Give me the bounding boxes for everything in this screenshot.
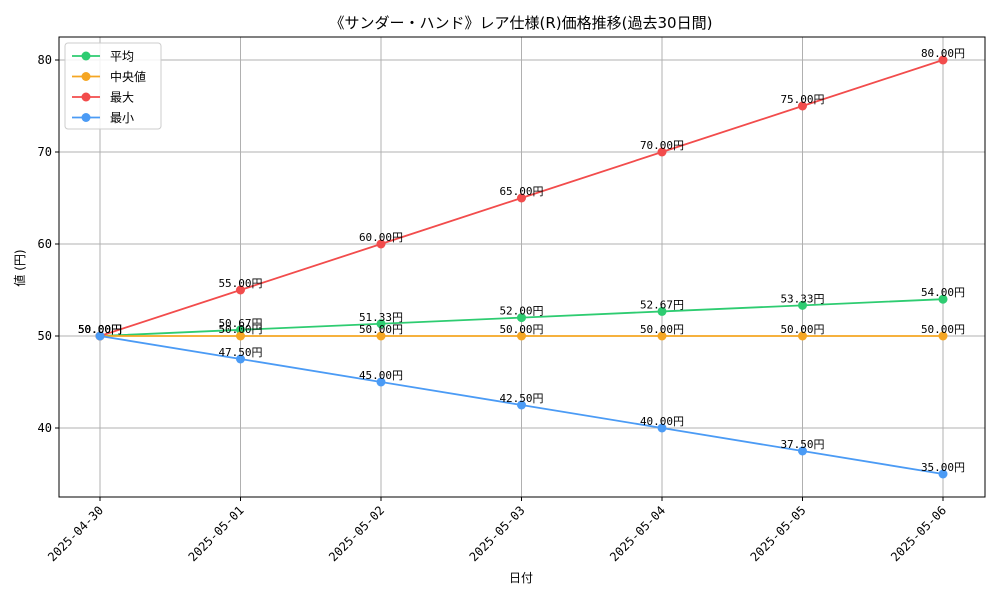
x-tick-label: 2025-04-30	[45, 503, 106, 564]
data-point	[657, 147, 667, 157]
data-label: 50.00円	[78, 323, 122, 336]
legend-marker	[81, 51, 91, 61]
data-point	[938, 55, 948, 65]
data-label: 75.00円	[780, 93, 824, 106]
data-label: 42.50円	[499, 392, 543, 405]
data-label: 65.00円	[499, 185, 543, 198]
x-tick-label: 2025-05-05	[748, 503, 809, 564]
data-point	[798, 101, 807, 111]
data-label: 40.00円	[640, 415, 684, 428]
data-label: 50.67円	[218, 317, 262, 330]
data-point	[517, 400, 526, 410]
data-point	[938, 294, 948, 304]
legend-label: 平均	[110, 50, 134, 64]
x-axis-label: 日付	[509, 571, 533, 585]
data-point	[376, 239, 386, 249]
legend-label: 中央値	[110, 69, 146, 84]
data-labels: 50.00円 50.67円 51.33円 52.00円 52.67円 53.33円 54.0…	[78, 47, 965, 474]
data-label: 47.50円	[218, 346, 262, 359]
data-label: 35.00円	[921, 461, 965, 474]
x-tick-label: 2025-05-03	[467, 503, 528, 564]
data-point	[236, 285, 245, 295]
data-label: 50.00円	[78, 323, 122, 336]
series-lines	[95, 55, 948, 479]
x-axis-ticks: 2025-04-30 2025-05-01 2025-05-02 2025-05-03…	[45, 497, 949, 564]
data-label: 50.00円	[640, 323, 684, 336]
data-point	[236, 331, 245, 341]
data-label: 50.00円	[218, 323, 262, 336]
grid	[59, 37, 985, 497]
chart-title: 《サンダー・ハンド》レア仕様(R)価格推移(過去30日間)	[330, 14, 713, 32]
y-axis-label: 値 (円)	[12, 249, 27, 286]
data-point	[938, 469, 948, 479]
x-tick-label: 2025-05-04	[607, 503, 668, 564]
legend-box	[64, 42, 162, 130]
data-label: 37.50円	[780, 438, 824, 451]
data-label: 60.00円	[359, 231, 403, 244]
plot-frame	[58, 36, 986, 498]
data-point	[236, 325, 245, 335]
legend-label: 最大	[110, 91, 134, 105]
data-label: 80.00円	[921, 47, 965, 60]
data-label: 52.67円	[640, 298, 684, 311]
data-label: 53.33円	[780, 292, 824, 305]
x-tick-label: 2025-05-02	[326, 503, 387, 564]
data-label: 54.00円	[921, 286, 965, 299]
data-point	[236, 354, 245, 364]
data-label: 50.00円	[780, 323, 824, 336]
data-point	[657, 331, 667, 341]
data-label: 50.00円	[359, 323, 403, 336]
data-point	[798, 446, 807, 456]
data-point	[517, 313, 526, 323]
data-label: 51.33円	[359, 311, 403, 324]
data-point	[376, 331, 386, 341]
y-tick-label: 40	[38, 421, 52, 435]
data-label: 52.00円	[499, 305, 543, 318]
y-tick-label: 60	[38, 237, 52, 251]
data-point	[657, 423, 667, 433]
y-tick-label: 80	[38, 53, 52, 67]
data-label: 50.00円	[499, 323, 543, 336]
data-point	[798, 331, 807, 341]
data-point	[517, 331, 526, 341]
data-point	[517, 193, 526, 203]
legend-marker	[81, 72, 91, 81]
y-axis-ticks: 40 50 60 70 80	[38, 53, 59, 435]
data-label: 55.00円	[218, 277, 262, 290]
legend-marker	[81, 92, 91, 102]
data-point	[798, 300, 807, 310]
y-tick-label: 70	[38, 145, 52, 159]
legend-marker	[81, 113, 91, 122]
data-point	[95, 331, 105, 341]
data-label: 50.00円	[921, 323, 965, 336]
data-label: 70.00円	[640, 139, 684, 152]
data-point	[376, 377, 386, 387]
x-tick-label: 2025-05-01	[186, 503, 247, 564]
y-tick-label: 50	[38, 329, 52, 343]
x-tick-label: 2025-05-06	[888, 503, 949, 564]
data-label: 45.00円	[359, 369, 403, 382]
data-point	[938, 331, 948, 341]
data-label: 50.00円	[78, 323, 122, 336]
data-label: 50.00円	[78, 323, 122, 336]
data-point	[376, 319, 386, 329]
data-point	[657, 306, 667, 316]
legend-label: 最小	[110, 111, 134, 125]
